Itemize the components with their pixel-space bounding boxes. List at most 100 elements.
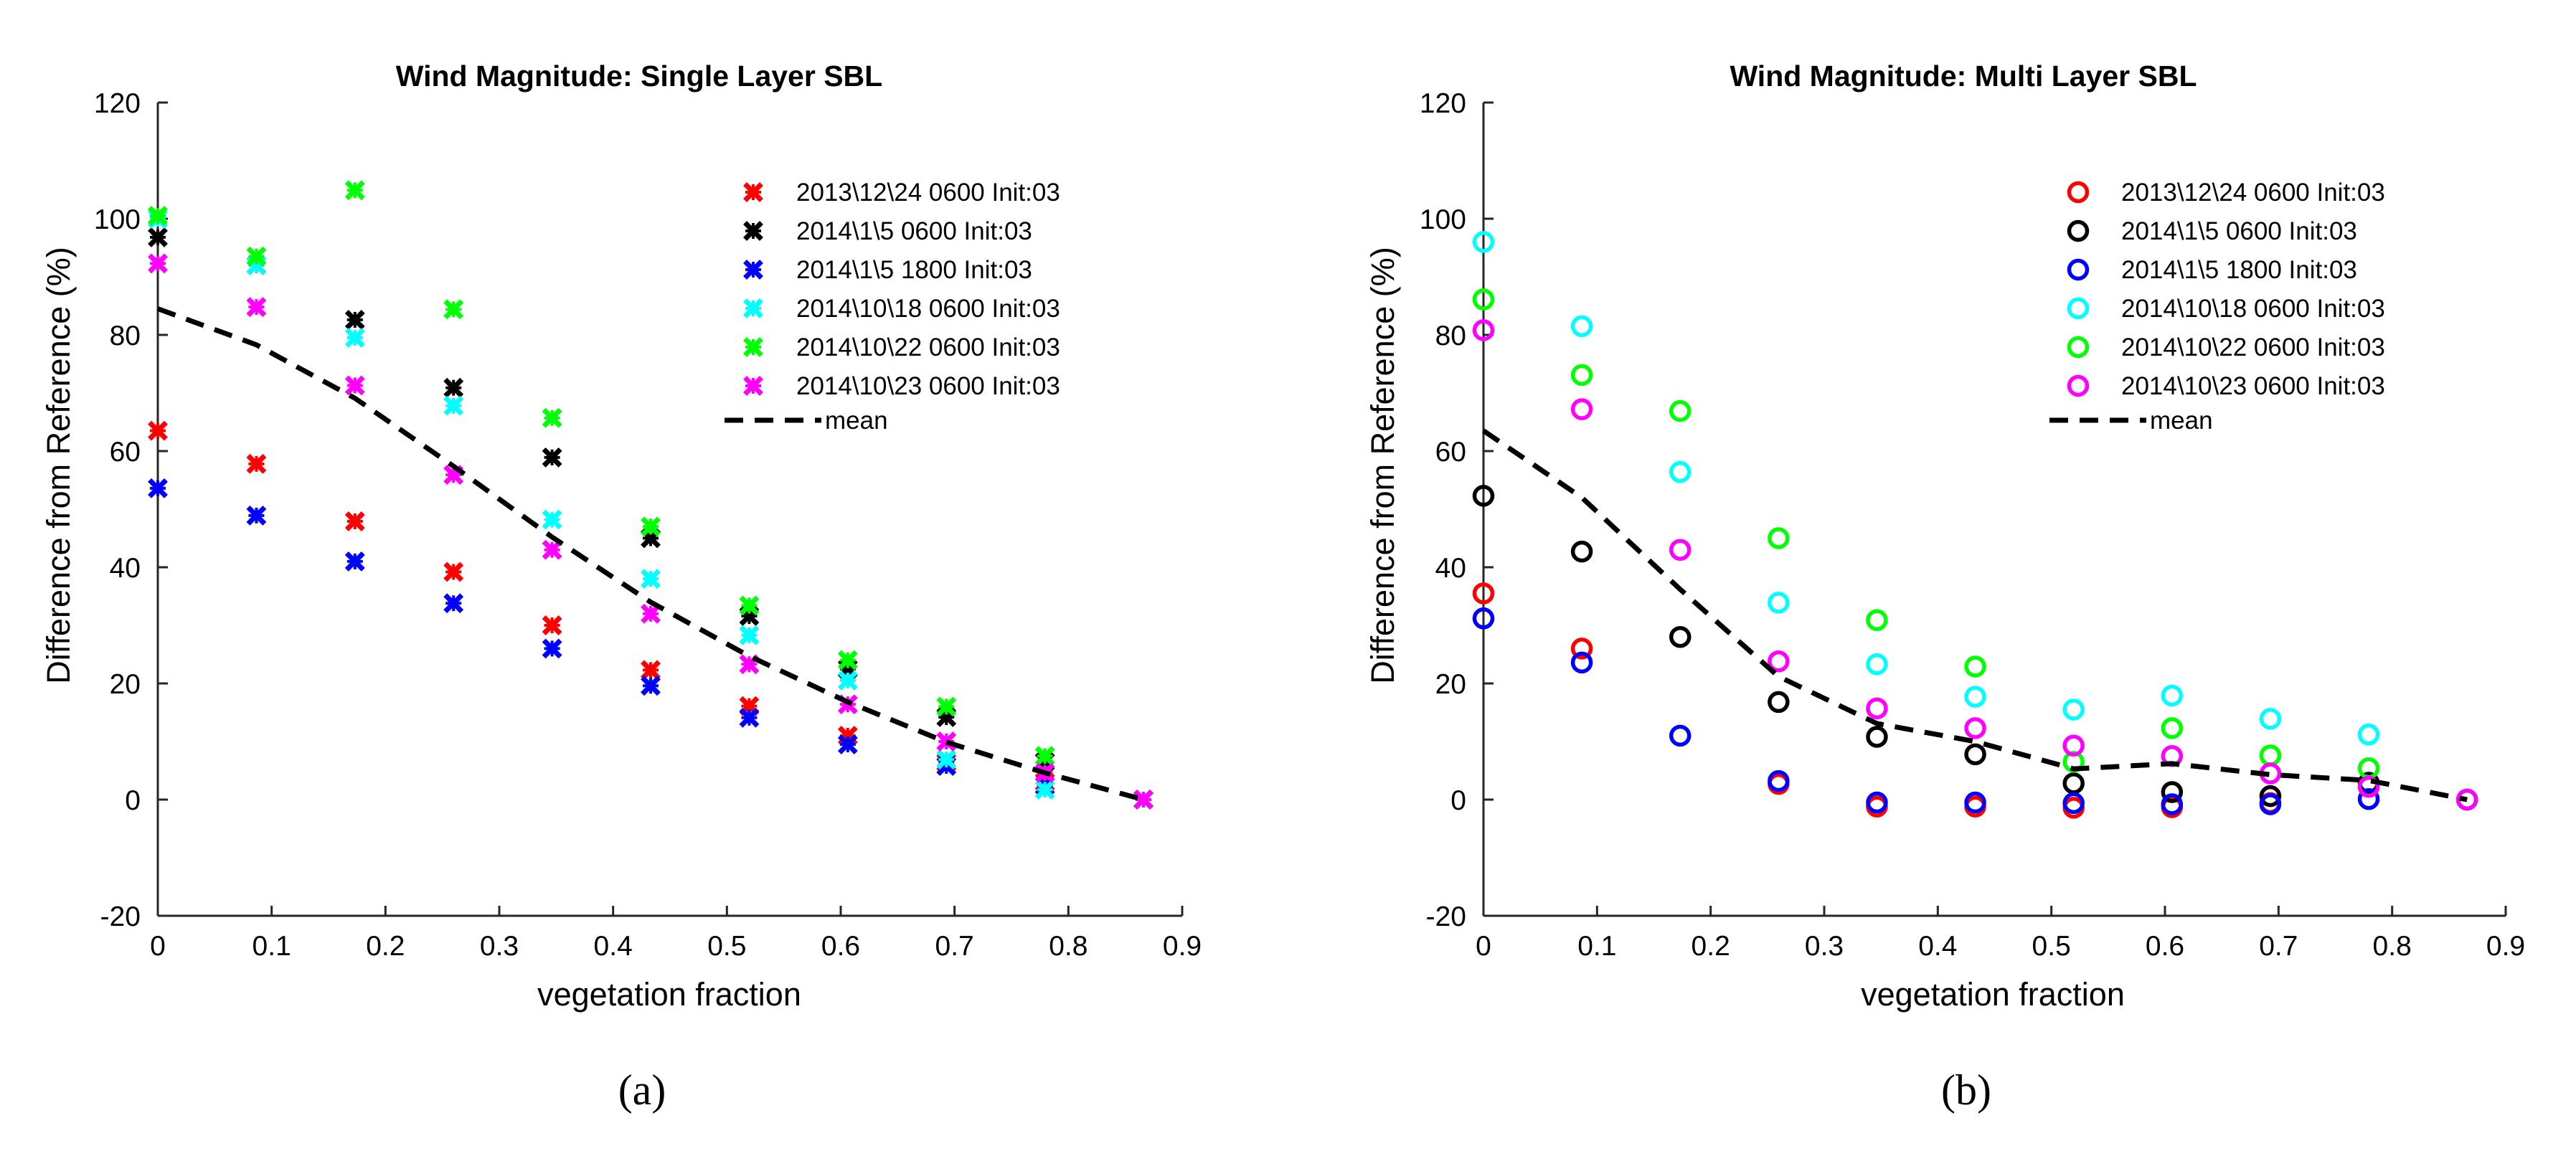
data-point: [837, 671, 858, 691]
data-point: [2161, 781, 2184, 803]
x-tick-label: 0: [150, 931, 166, 962]
data-point: [1669, 625, 1692, 648]
data-point: [837, 650, 858, 671]
x-tick-label: 0.8: [1049, 931, 1088, 962]
data-point: [246, 453, 267, 474]
y-tick-label: 0: [1450, 785, 1466, 816]
data-point: [641, 603, 661, 624]
legend-label: 2014\10\18 0600 Init:03: [796, 295, 1060, 323]
y-tick-label: 60: [1435, 437, 1466, 468]
data-point: [443, 299, 464, 320]
data-point: [542, 615, 562, 635]
x-tick-label: 0.3: [1805, 931, 1844, 962]
y-tick-label: 20: [1435, 669, 1466, 700]
y-tick-label: 100: [94, 204, 141, 235]
x-tick-label: 0.1: [253, 931, 291, 962]
data-point: [344, 511, 365, 531]
x-tick-label: 0.7: [935, 931, 974, 962]
data-point: [641, 660, 661, 681]
data-point: [1034, 780, 1055, 800]
legend-label: 2014\10\23 0600 Init:03: [796, 372, 1060, 400]
legend-label: mean: [825, 407, 888, 435]
data-point: [344, 328, 365, 348]
legend-label: 2014\10\18 0600 Init:03: [2121, 295, 2385, 323]
data-point: [1964, 686, 1986, 708]
data-point: [936, 749, 957, 770]
data-point: [1768, 592, 1790, 614]
legend-marker: [743, 260, 763, 280]
legend: 2013\12\24 0600 Init:03 2014\1\5 0600 Ini…: [725, 179, 1060, 435]
data-point: [1964, 743, 1986, 766]
data-point: [739, 707, 760, 728]
data-point: [1570, 540, 1593, 563]
data-point: [443, 395, 464, 416]
x-axis-label: vegetation fraction: [537, 976, 801, 1013]
data-point: [246, 246, 267, 267]
legend: 2013\12\24 0600 Init:03 2014\1\5 0600 Ini…: [2049, 179, 2385, 435]
y-tick-label: 100: [1420, 204, 1466, 235]
data-point: [1669, 399, 1692, 422]
legend-marker: [2067, 374, 2090, 397]
data-point: [1570, 398, 1593, 420]
legend-label: 2014\1\5 1800 Init:03: [2121, 256, 2357, 284]
data-point: [1866, 653, 1888, 676]
data-point: [2062, 698, 2085, 721]
data-point: [1472, 582, 1495, 605]
legend-label: 2014\1\5 1800 Init:03: [796, 256, 1032, 284]
data-point: [344, 309, 365, 330]
y-tick-label: 80: [110, 321, 141, 351]
data-point: [148, 227, 168, 247]
data-point: [1866, 697, 1888, 720]
data-point: [1472, 485, 1495, 507]
data-point: [1866, 791, 1888, 814]
data-point: [641, 516, 661, 537]
legend-marker: [2067, 219, 2090, 242]
data-point: [1964, 655, 1986, 678]
data-point: [1472, 607, 1495, 630]
data-points: [1472, 231, 2478, 819]
y-tick-label: 60: [110, 437, 141, 468]
data-point: [739, 625, 760, 645]
data-point: [2161, 793, 2184, 815]
x-axis-label: vegetation fraction: [1861, 976, 2125, 1013]
legend-marker: [2067, 297, 2090, 320]
data-point: [2357, 787, 2380, 810]
legend-marker: [743, 221, 763, 241]
data-point: [2455, 788, 2478, 811]
data-point: [542, 509, 562, 530]
data-point: [2259, 744, 2282, 767]
data-point: [2357, 775, 2380, 798]
legend-label: mean: [2150, 407, 2213, 435]
y-tick-label: -20: [100, 901, 141, 932]
x-tick-label: 0.6: [2146, 931, 2184, 962]
data-point: [1768, 527, 1790, 549]
data-point: [641, 569, 661, 589]
data-point: [1866, 726, 1888, 748]
data-point: [1964, 791, 1986, 814]
data-point: [443, 593, 464, 614]
x-tick-label: 0.7: [2259, 931, 2298, 962]
y-tick-label: 0: [125, 785, 141, 816]
x-tick-label: 0.9: [1163, 931, 1202, 962]
data-point: [936, 696, 957, 717]
data-point: [344, 551, 365, 572]
data-point: [1669, 460, 1692, 483]
data-point: [1570, 364, 1593, 387]
data-point: [2062, 792, 2085, 815]
data-point: [1964, 717, 1986, 739]
data-point: [542, 539, 562, 560]
data-point: [739, 595, 760, 616]
x-tick-label: 0.2: [1692, 931, 1730, 962]
legend-label: 2013\12\24 0600 Init:03: [2121, 179, 2385, 207]
y-tick-label: 40: [110, 553, 141, 584]
y-tick-label: 40: [1435, 553, 1466, 584]
data-point: [2259, 785, 2282, 807]
x-tick-label: 0: [1476, 931, 1491, 962]
chart-panel-b: Wind Magnitude: Multi Layer SBL Differen…: [1364, 60, 2525, 1114]
data-point: [1472, 288, 1495, 311]
legend-marker: [2067, 181, 2090, 204]
data-point: [641, 676, 661, 696]
x-tick-label: 0.9: [2486, 931, 2525, 962]
y-tick-label: 120: [94, 88, 141, 119]
